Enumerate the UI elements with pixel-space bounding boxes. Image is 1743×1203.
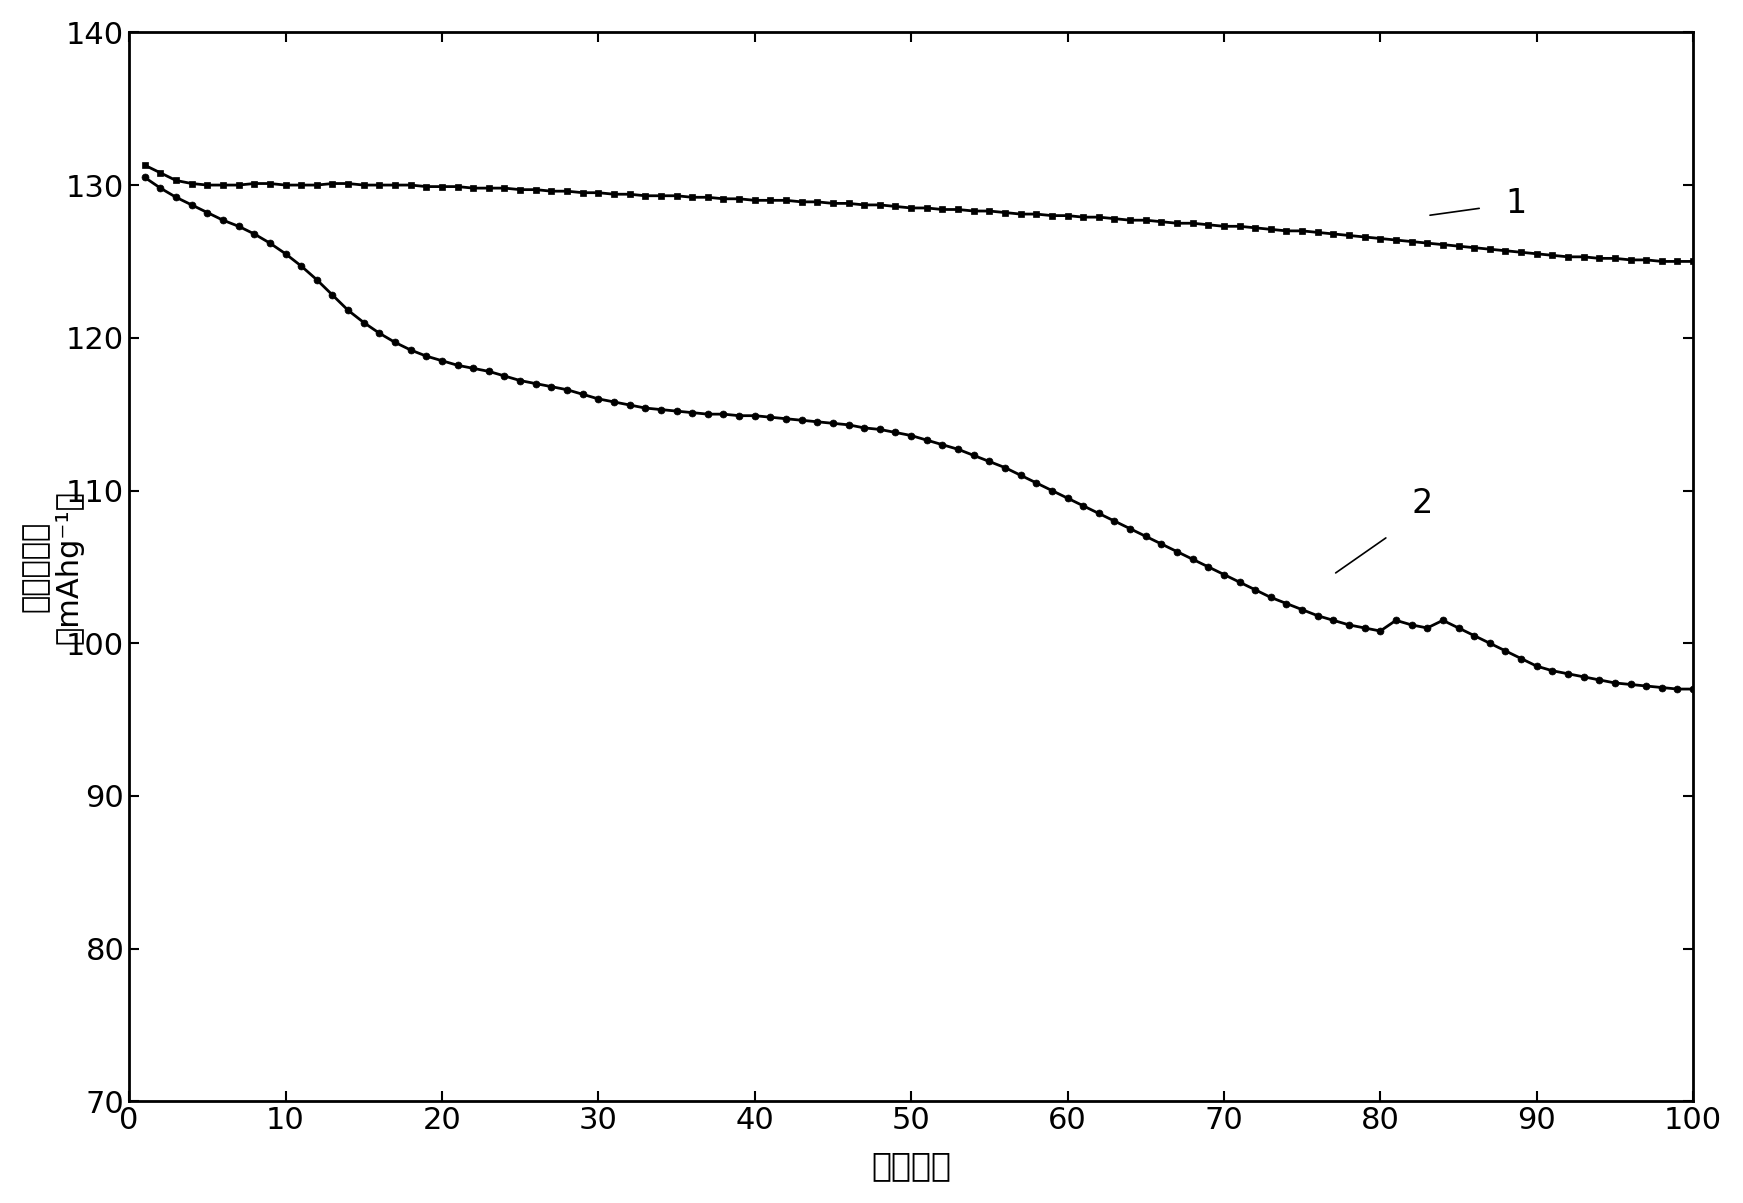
Y-axis label: 放电比容量
（mAhg⁻¹）: 放电比容量 （mAhg⁻¹）	[21, 490, 84, 644]
Text: 2: 2	[1412, 487, 1433, 521]
Text: 1: 1	[1506, 186, 1527, 220]
X-axis label: 循环次数: 循环次数	[872, 1149, 952, 1183]
